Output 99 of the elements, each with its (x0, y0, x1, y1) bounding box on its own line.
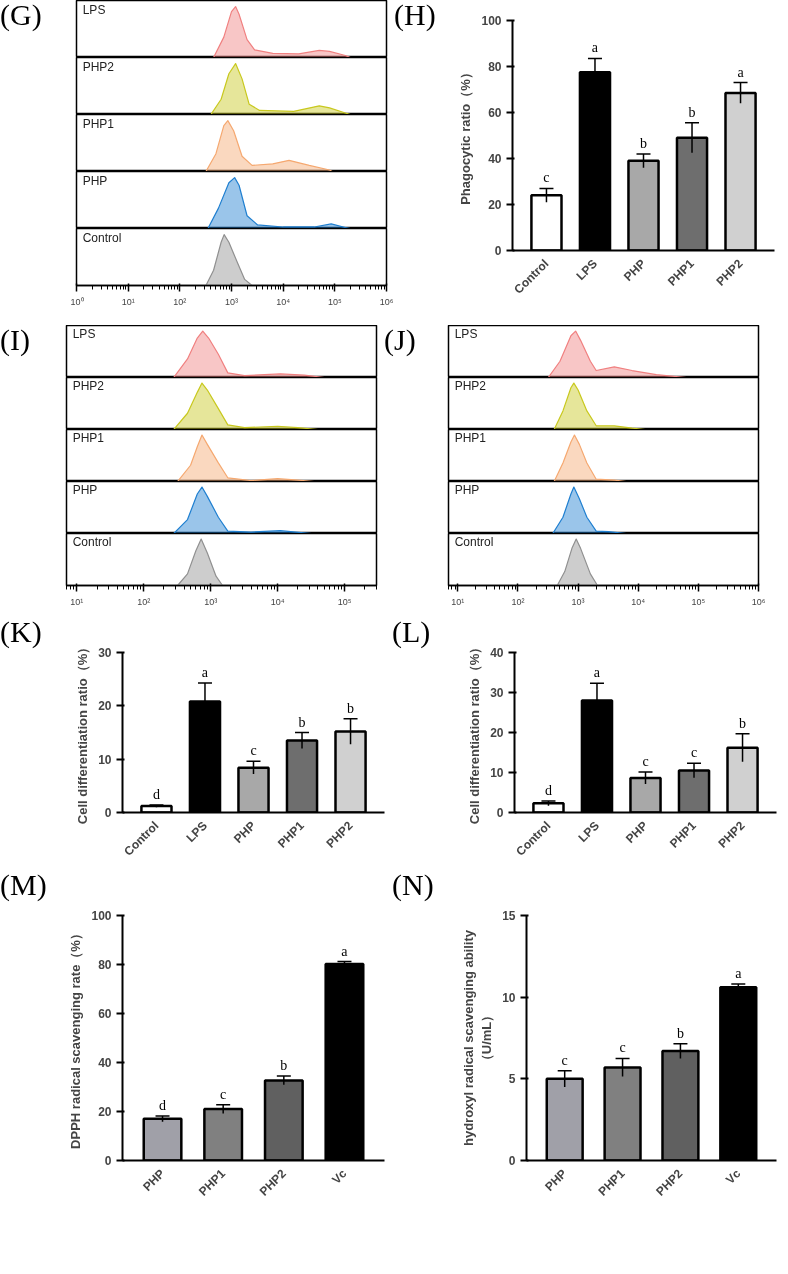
y-tick-label: 0 (104, 806, 112, 820)
annotation: c (619, 1040, 626, 1056)
annotation: a (593, 665, 601, 681)
annotation: c (220, 1086, 227, 1102)
x-tick-label: 10⁵ (691, 596, 706, 607)
x-tick-label: LPS (573, 256, 600, 283)
y-tick-label: 5 (508, 1072, 516, 1087)
annotation: b (739, 715, 747, 731)
x-tick-label: 10³ (571, 596, 585, 607)
chart-title: (M) (0, 868, 47, 901)
annotation: c (543, 170, 550, 186)
annotation: a (735, 966, 743, 982)
chart-title: (G) (0, 0, 42, 31)
chart-title: (L) (392, 615, 431, 648)
annotation: c (642, 754, 649, 770)
annotation: b (298, 714, 306, 730)
x-tick-label: 10² (137, 596, 151, 607)
annotation: b (280, 1057, 288, 1073)
x-tick-label: 10² (173, 296, 187, 307)
text: Control (454, 535, 494, 550)
y-tick-label: 20 (98, 699, 112, 714)
x-tick-label: 10⁴ (270, 596, 285, 607)
chart-title: (J) (384, 323, 416, 356)
annotation: a (737, 64, 745, 80)
text: PHP2 (82, 59, 115, 74)
x-tick-label: 10⁶ (751, 596, 766, 607)
x-tick-label: 10³ (225, 296, 239, 307)
x-tick-label: 10⁰ (70, 296, 84, 307)
y-axis-title: Cell differentiation ratio（%） (75, 640, 91, 825)
x-tick-label: 10⁵ (337, 596, 352, 607)
x-tick-label: 10⁴ (276, 296, 291, 307)
y-axis-title: hydroxyl radical scavenging ability （U/mL） (461, 929, 495, 1147)
text: PHP1 (454, 431, 487, 446)
x-tick-label: 10¹ (451, 596, 465, 607)
x-tick-label: LPS (183, 818, 210, 845)
y-tick-label: 0 (496, 806, 504, 820)
text: PHP2 (72, 379, 105, 394)
x-tick-label: 10⁵ (327, 296, 342, 307)
text: PHP (454, 483, 480, 498)
annotation: c (250, 743, 257, 759)
y-tick-label: 100 (91, 909, 112, 923)
text: PHP1 (82, 116, 115, 131)
y-tick-label: 60 (98, 1007, 112, 1021)
text: LPS (82, 2, 106, 17)
text: PHP2 (454, 379, 487, 394)
y-tick-label: 20 (488, 198, 502, 212)
x-tick-label: 10² (511, 596, 525, 607)
y-tick-label: 80 (488, 60, 502, 74)
annotation: a (341, 943, 349, 959)
y-tick-label: 40 (98, 1056, 112, 1070)
annotation: a (591, 40, 599, 56)
text: PHP (72, 483, 98, 498)
text: LPS (72, 327, 96, 342)
chart-title: (N) (392, 868, 434, 901)
text: Control (72, 535, 112, 550)
x-tick-label: 10¹ (121, 296, 135, 307)
y-tick-label: 10 (490, 766, 504, 780)
x-tick-label: Vc (722, 1166, 744, 1187)
text: LPS (454, 327, 478, 342)
y-axis-title: Phagocytic ratio（%） (458, 66, 474, 205)
y-tick-label: 100 (481, 14, 502, 28)
y-tick-label: 0 (104, 1154, 112, 1168)
x-tick-label: 10¹ (70, 596, 84, 607)
x-tick-label: LPS (575, 818, 602, 845)
text: Control (82, 230, 122, 245)
y-tick-label: 10 (98, 752, 112, 767)
y-tick-label: 40 (490, 646, 504, 660)
annotation: b (347, 700, 355, 716)
annotation: d (544, 782, 552, 798)
y-tick-label: 40 (488, 152, 502, 166)
y-tick-label: 20 (98, 1105, 112, 1119)
annotation: c (561, 1052, 568, 1068)
y-tick-label: 60 (488, 106, 502, 120)
chart-title: (K) (0, 615, 42, 648)
x-tick-label: 10⁶ (379, 296, 394, 307)
y-tick-label: 10 (502, 990, 516, 1005)
chart-title: (H) (394, 0, 436, 31)
text: PHP1 (72, 431, 105, 446)
annotation: b (688, 104, 696, 120)
x-tick-label: Vc (329, 1166, 350, 1187)
annotation: c (690, 745, 698, 761)
text: PHP (82, 173, 108, 188)
x-tick-label: 10⁴ (631, 596, 646, 607)
y-axis-title: Cell differentiation ratio（%） (467, 640, 483, 825)
y-tick-label: 80 (98, 958, 112, 972)
y-tick-label: 30 (490, 686, 504, 700)
annotation: b (676, 1025, 684, 1041)
chart-title: (I) (0, 323, 30, 356)
annotation: d (159, 1097, 167, 1113)
annotation: a (201, 664, 209, 680)
y-axis-title: DPPH radical scavenging rate（%） (68, 927, 84, 1149)
annotation: d (152, 787, 160, 803)
y-tick-label: 30 (98, 646, 112, 660)
y-tick-label: 0 (508, 1154, 516, 1168)
x-tick-label: 10³ (204, 596, 218, 607)
y-tick-label: 20 (490, 726, 504, 740)
y-tick-label: 0 (494, 244, 502, 258)
y-tick-label: 15 (502, 909, 516, 923)
annotation: b (640, 135, 647, 151)
